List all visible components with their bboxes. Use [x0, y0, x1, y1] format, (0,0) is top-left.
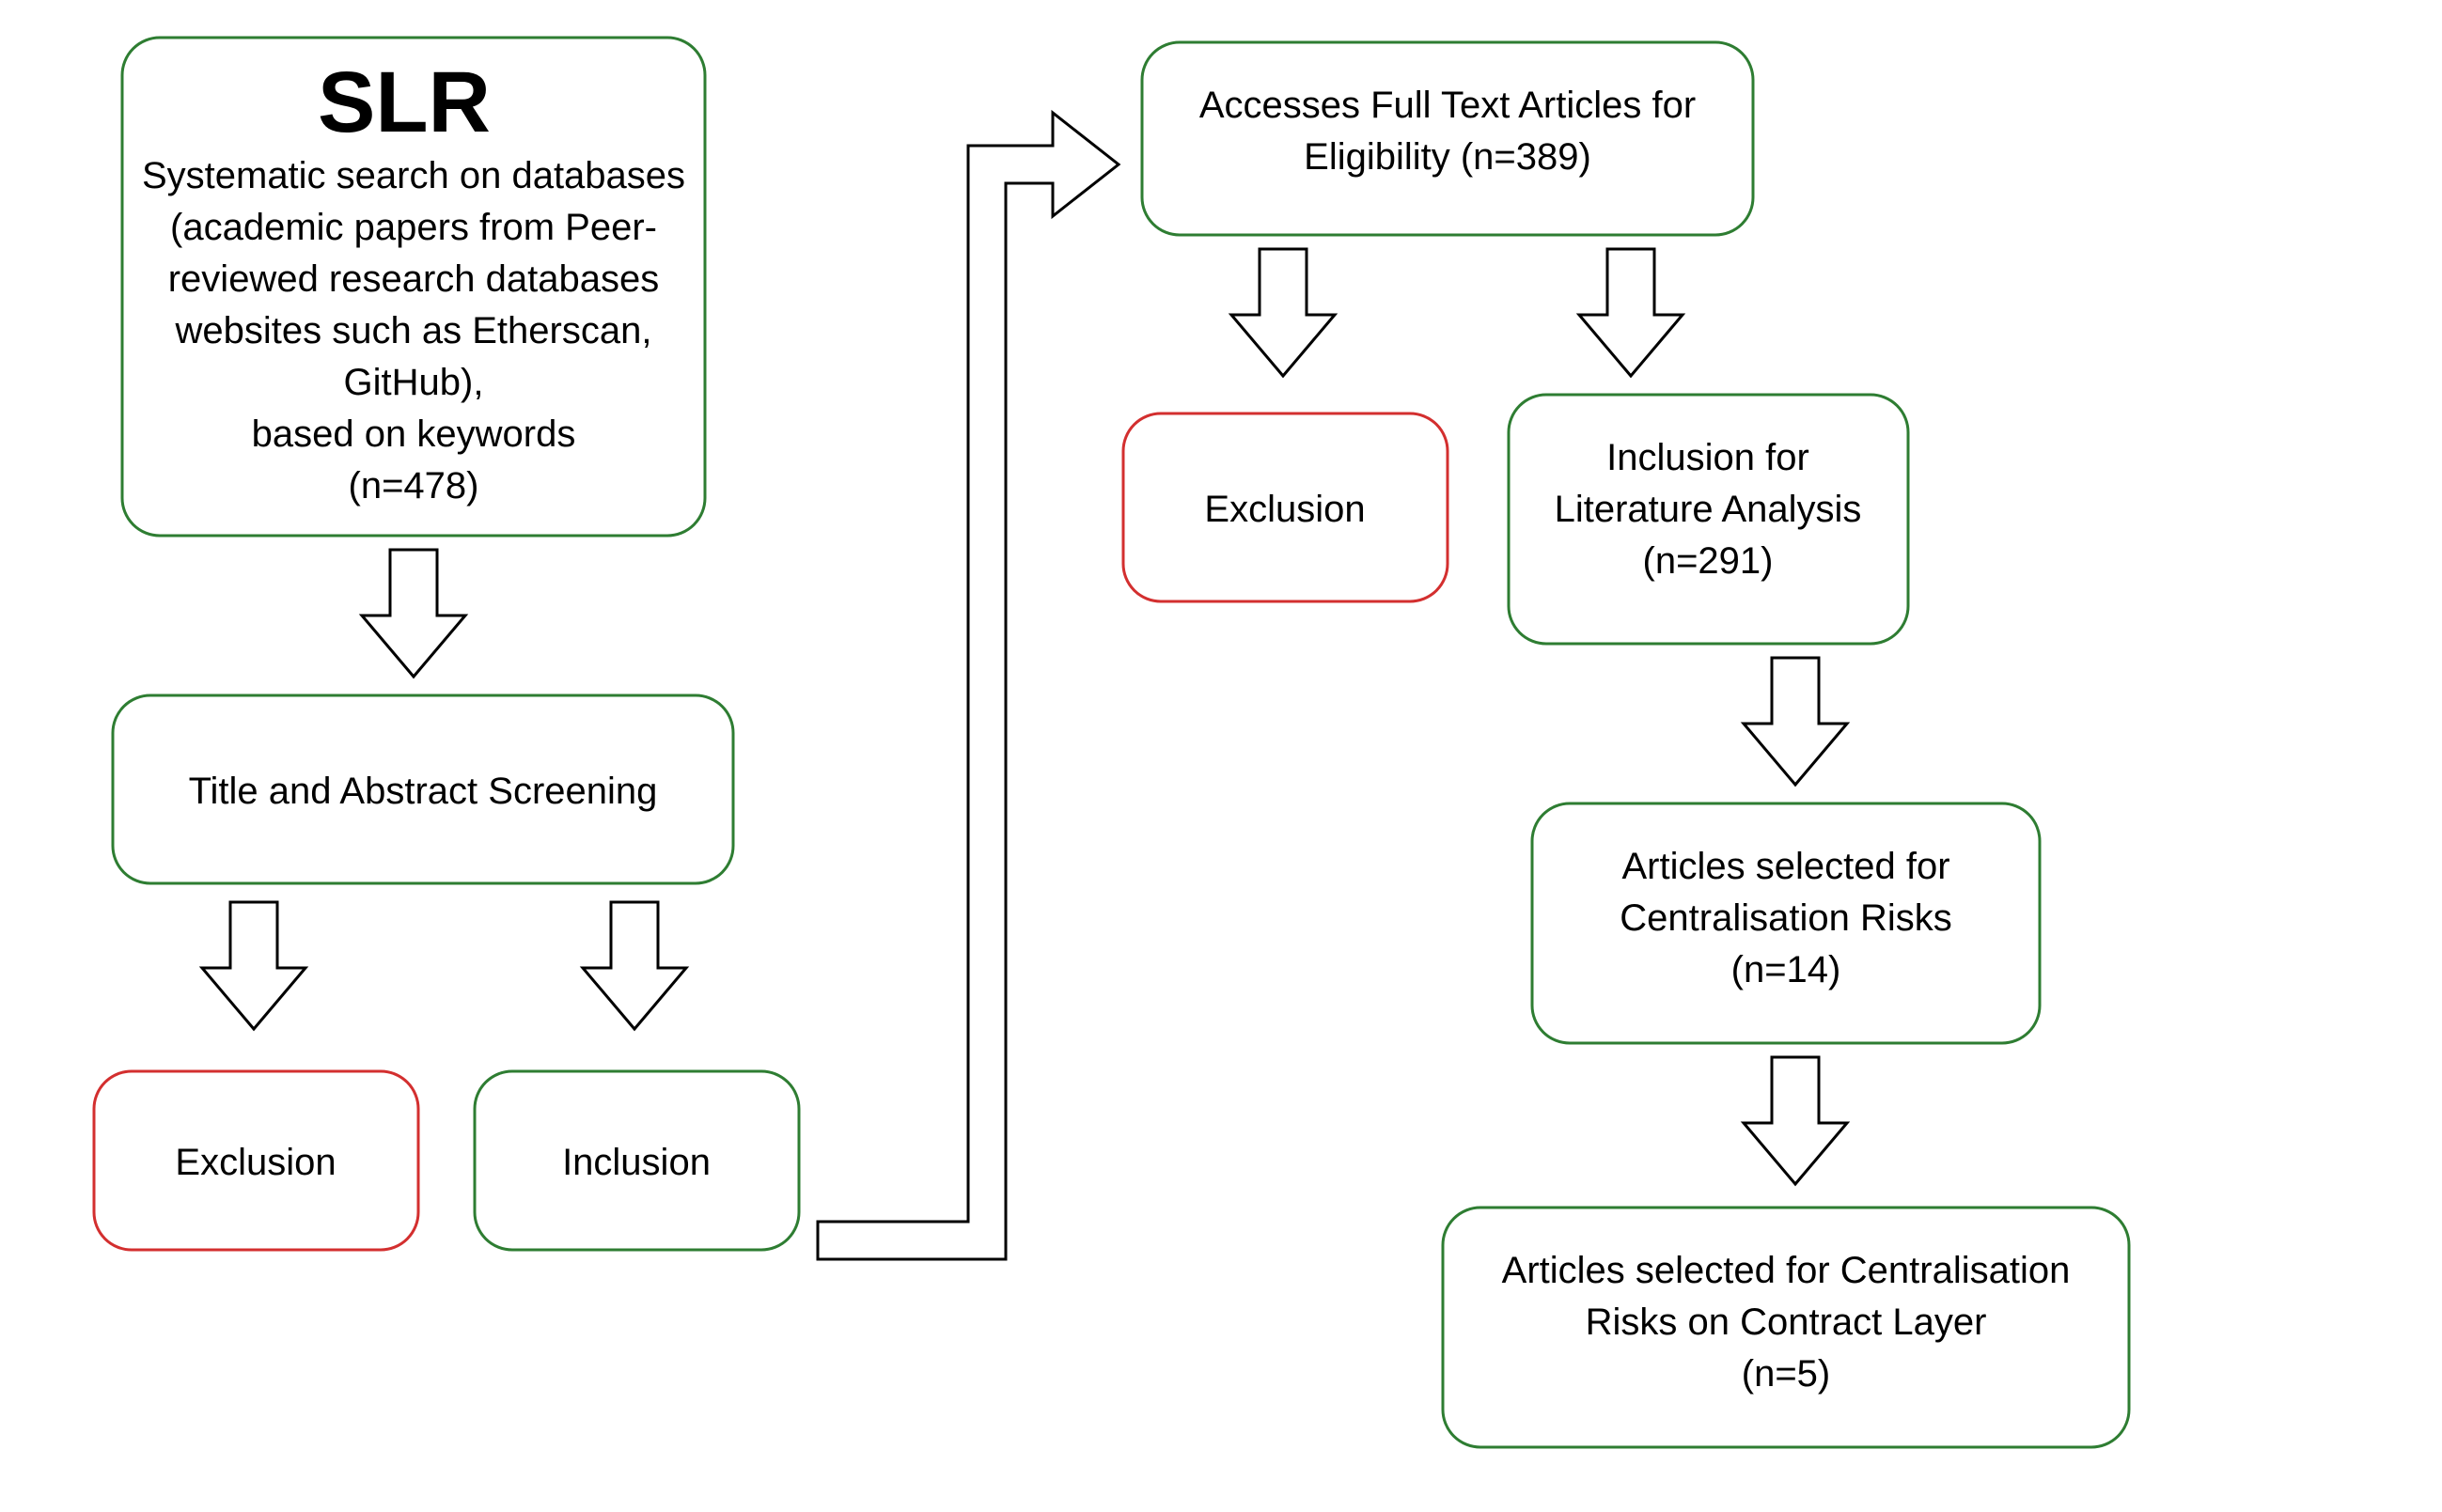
contract-line1: Articles selected for Centralisation [1502, 1250, 2071, 1291]
screening-label: Title and Abstract Screening [189, 771, 658, 812]
eligibility-line1: Accesses Full Text Articles for [1199, 85, 1696, 126]
slr-title: SLR [318, 55, 491, 150]
contract-line2: Risks on Contract Layer [1586, 1302, 1987, 1343]
arrow-centralisation-to-contract [1744, 1057, 1847, 1184]
lit-analysis-line2: Literature Analysis [1555, 489, 1862, 530]
inclusion-label: Inclusion [562, 1142, 711, 1183]
slr-line1: Systematic search on databases [142, 155, 685, 196]
lit-analysis-line1: Inclusion for [1606, 437, 1809, 478]
arrow-screening-to-inclusion [583, 902, 686, 1029]
slr-line3: reviewed research databases [168, 258, 660, 300]
slr-line2: (academic papers from Peer- [170, 207, 657, 248]
lit-analysis-line3: (n=291) [1643, 540, 1774, 582]
slr-line4: websites such as Etherscan, [175, 310, 652, 351]
arrow-slr-to-screening [362, 550, 465, 677]
arrow-eligibility-to-exclusion2 [1231, 249, 1335, 376]
exclusion-1-label: Exclusion [175, 1142, 336, 1183]
exclusion-2-label: Exclusion [1204, 489, 1365, 530]
contract-line3: (n=5) [1742, 1353, 1831, 1395]
arrow-eligibility-to-litanalysis [1579, 249, 1683, 376]
arrow-inclusion-to-eligibility [818, 113, 1119, 1259]
slr-line7: (n=478) [349, 465, 479, 507]
slr-line5: GitHub), [344, 362, 484, 403]
slr-line6: based on keywords [252, 413, 576, 455]
arrow-screening-to-exclusion [202, 902, 305, 1029]
centralisation-line2: Centralisation Risks [1620, 897, 1951, 939]
arrow-lit-to-centralisation [1744, 658, 1847, 785]
centralisation-line3: (n=14) [1731, 949, 1841, 990]
eligibility-line2: Eligibility (n=389) [1304, 136, 1591, 178]
centralisation-line1: Articles selected for [1621, 846, 1949, 887]
